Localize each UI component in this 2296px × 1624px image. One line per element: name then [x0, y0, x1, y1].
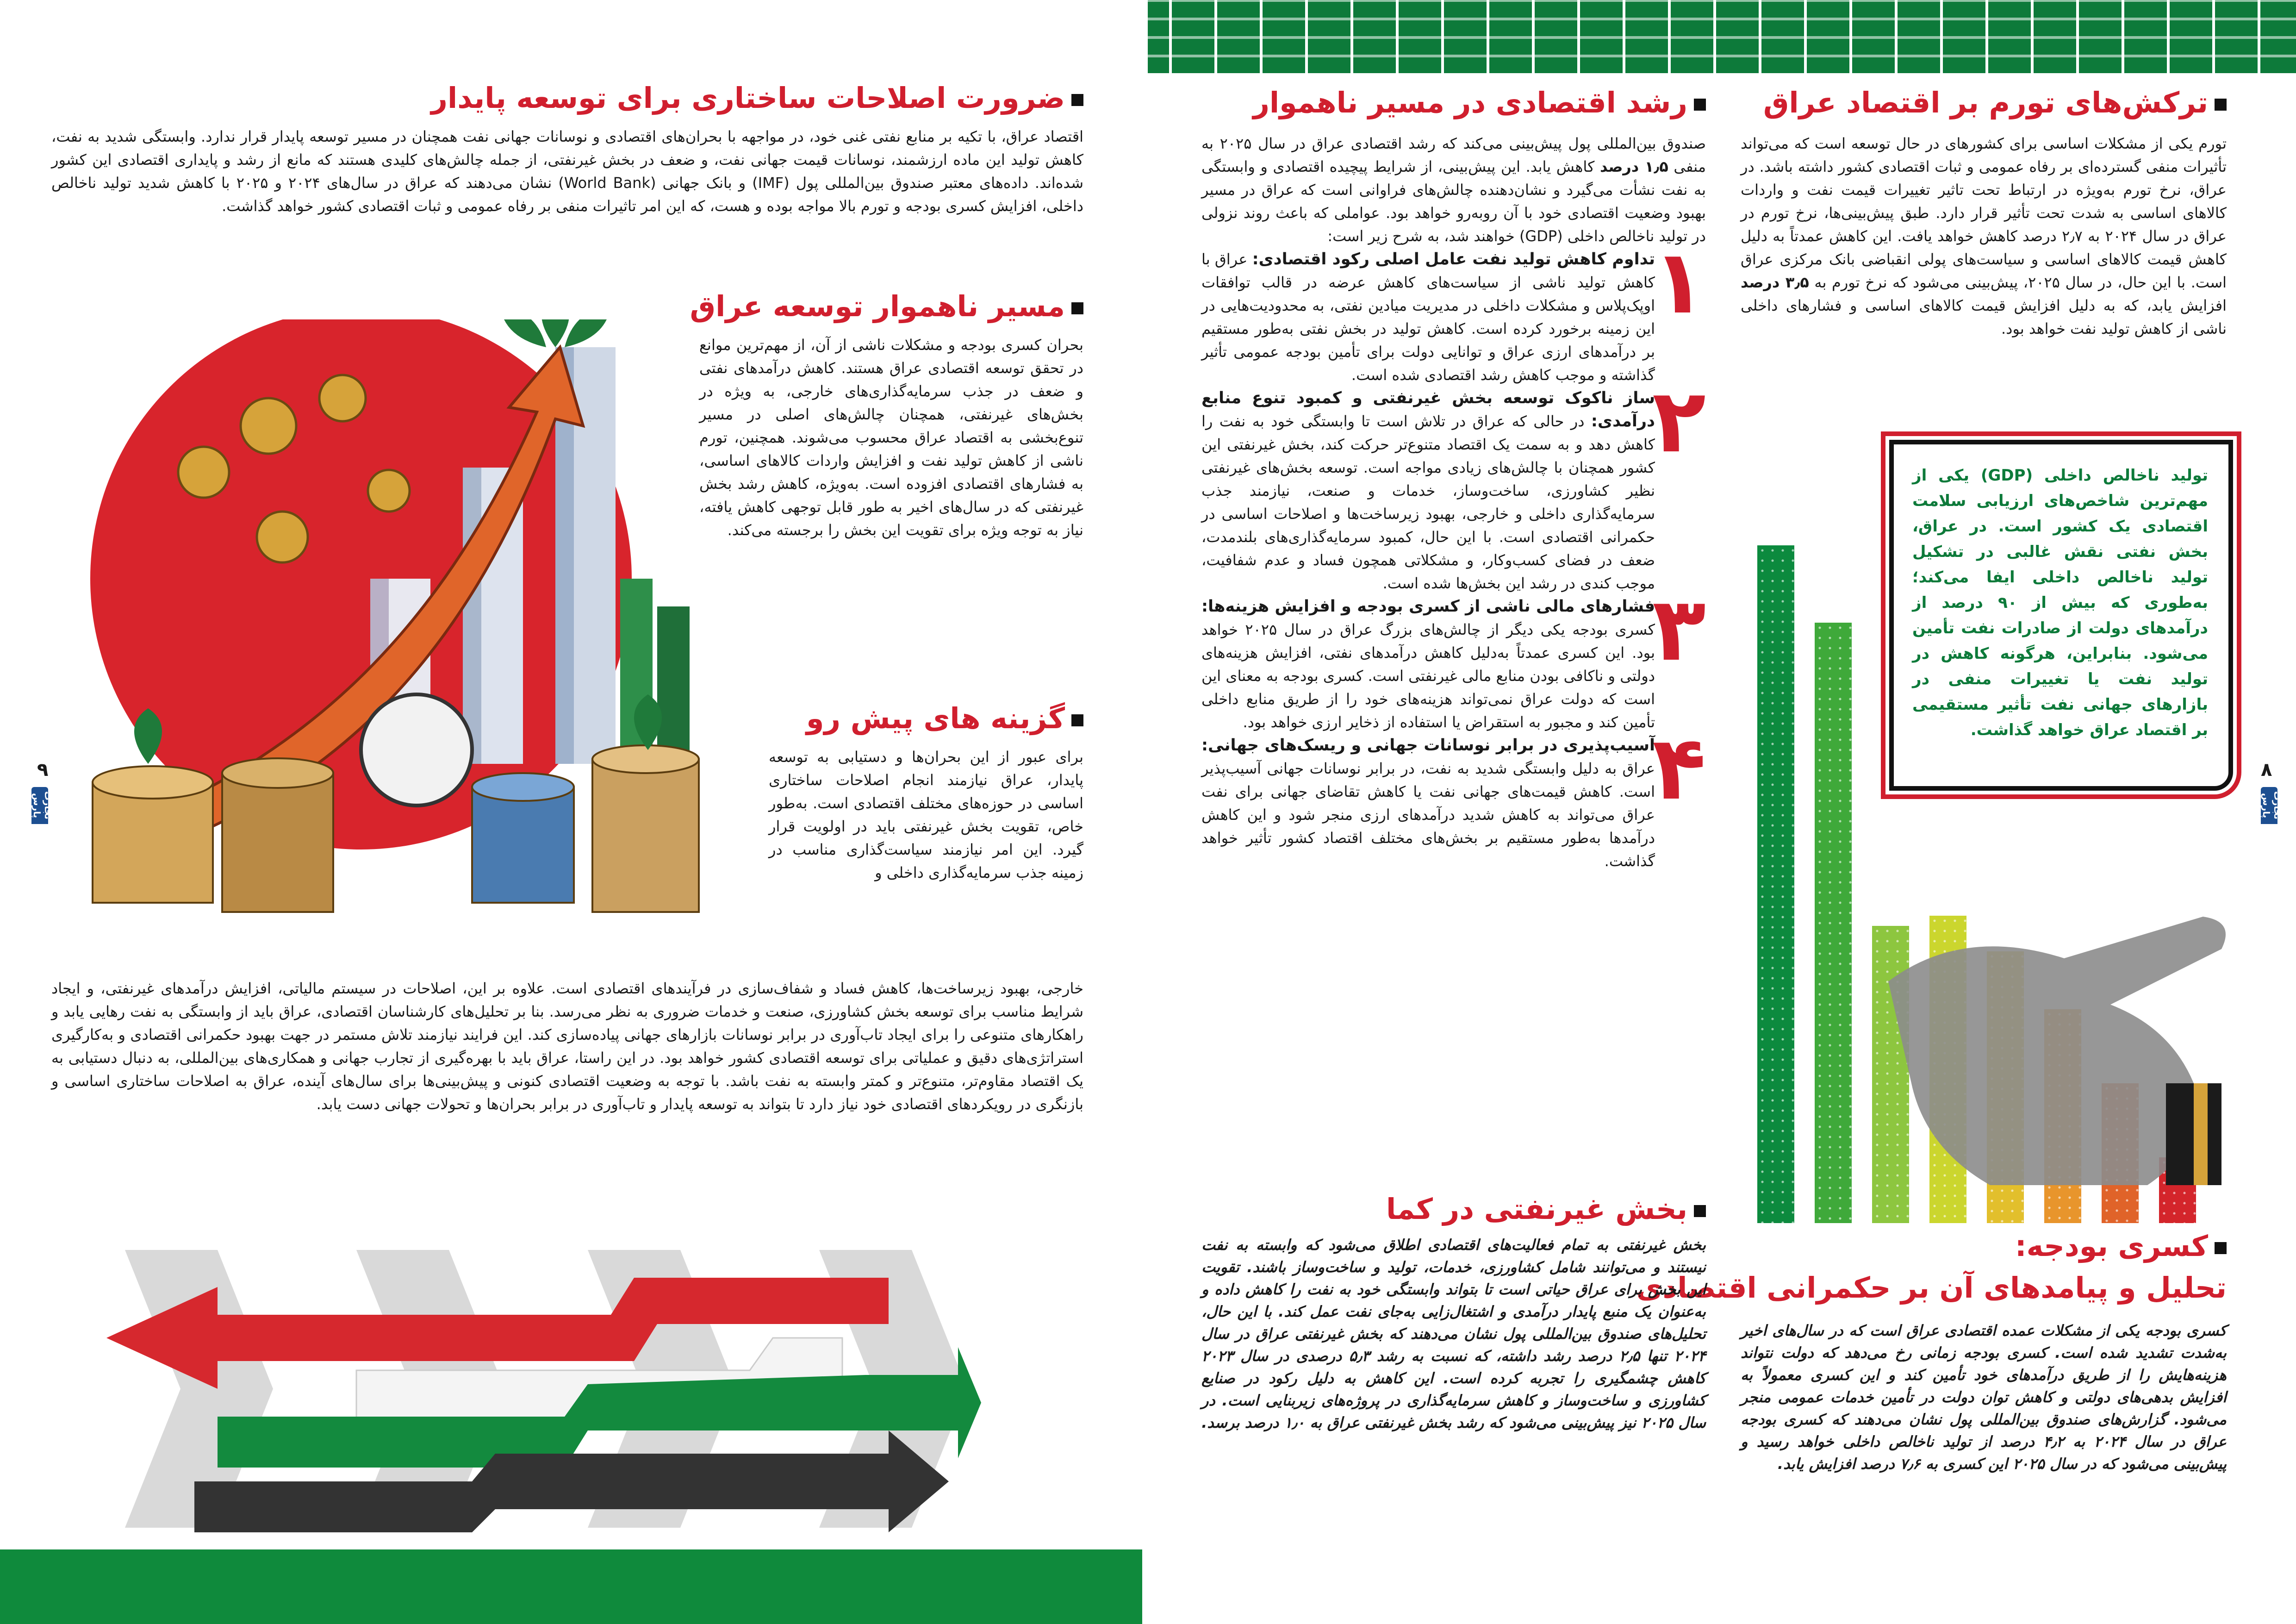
non-oil-title: بخش غیرنفتی در کما — [1386, 1192, 1687, 1226]
non-oil-heading: بخش غیرنفتی در کما — [1386, 1190, 1706, 1229]
right-page: ٨ تجارت پارس ترکش‌های تورم بر اقتصاد عرا… — [1148, 0, 2296, 1624]
growth-factor-item: ۱ تداوم کاهش تولید نفت عامل اصلی رکود اقت… — [1201, 238, 1706, 387]
green-arrow — [218, 1347, 981, 1468]
coin-stacks — [92, 744, 700, 913]
pointing-hand-illustration — [1888, 917, 2226, 1185]
intro-title: ضرورت اصلاحات ساختاری برای توسعه پایدار — [431, 81, 1065, 115]
bottom-green-band — [0, 1549, 1142, 1624]
economy-growth-illustration — [90, 319, 700, 913]
deficit-title-1: کسری بودجه: — [2015, 1229, 2208, 1263]
item-title: ساز ناکوک توسعه بخش غیرنفتی و کمبود تنوع… — [1201, 389, 1655, 431]
rough-path-heading: مسیر ناهموار توسعه عراق — [690, 287, 1083, 326]
item-body: عراق با کاهش تولید ناشی از سیاست‌های کاه… — [1201, 250, 1655, 384]
growth-highlight: ۱٫۵ درصد — [1599, 158, 1668, 175]
inflation-body: تورم یکی از مشکلات اساسی برای کشورهای در… — [1741, 132, 2227, 340]
rough-path-body: بحران کسری بودجه و مشکلات ناشی از آن، از… — [699, 336, 1083, 539]
bullet-square-icon — [1694, 98, 1706, 111]
bullet-square-icon — [1071, 302, 1083, 314]
item-number: ۱ — [1652, 231, 1706, 333]
inflation-heading: ترکش‌های تورم بر اقتصاد عراق — [1763, 83, 2227, 122]
inflation-text-1: تورم یکی از مشکلات اساسی برای کشورهای در… — [1741, 135, 2227, 291]
logo-text: تجارت پارس — [2261, 787, 2277, 824]
gdp-callout-box: تولید ناخالص داخلی (GDP) یکی از مهم‌ترین… — [1889, 440, 2233, 791]
options-body-full: خارجی، بهبود زیرساخت‌ها، کاهش فساد و شفا… — [51, 980, 1083, 1113]
item-body: در حالی که عراق در تلاش است تا وابستگی خ… — [1201, 412, 1655, 592]
non-oil-body: بخش غیرنفتی به تمام فعالیت‌های اقتصادی ا… — [1201, 1236, 1706, 1431]
item-title: فشارهای مالی ناشی از کسری بودجه و افزایش… — [1201, 597, 1655, 616]
bullet-square-icon — [2215, 98, 2227, 111]
inflation-highlight: ۳٫۵ درصد — [1741, 274, 1809, 291]
top-green-pattern-band — [1148, 0, 2296, 73]
item-number: ۴ — [1652, 717, 1706, 819]
growth-intro-2: کاهش یابد. این پیش‌بینی، از شرایط پیچیده… — [1201, 158, 1706, 245]
item-title: آسیب‌پذیری در برابر نوسانات جهانی و ریسک… — [1201, 736, 1655, 755]
deficit-body: کسری بودجه یکی از مشکلات عمده اقتصادی عر… — [1741, 1322, 2227, 1473]
item-body: کسری بودجه یکی دیگر از چالش‌های بزرگ عرا… — [1201, 621, 1655, 731]
growth-factor-item: ۳ فشارهای مالی ناشی از کسری بودجه و افزای… — [1201, 586, 1706, 734]
item-title: تداوم کاهش تولید نفت عامل اصلی رکود اقتص… — [1252, 250, 1655, 269]
bullet-square-icon — [1071, 714, 1083, 726]
magazine-logo: تجارت پارس — [2261, 787, 2277, 861]
growth-intro-1: صندوق بین‌المللی پول پیش‌بینی می‌کند که … — [1201, 135, 1706, 175]
growth-heading: رشد اقتصادی در مسیر ناهموار — [1253, 83, 1706, 122]
rough-path-title: مسیر ناهموار توسعه عراق — [690, 289, 1065, 323]
arrows-illustration — [106, 1250, 981, 1532]
coins — [177, 374, 411, 564]
options-heading: گزینه های پیش رو — [806, 699, 1083, 738]
growth-intro: صندوق بین‌المللی پول پیش‌بینی می‌کند که … — [1201, 132, 1706, 248]
bullet-square-icon — [1071, 94, 1083, 106]
bullet-square-icon — [2215, 1242, 2227, 1254]
growth-factor-item: ۴ آسیب‌پذیری در برابر نوسانات جهانی و ریس… — [1201, 725, 1706, 873]
inflation-title: ترکش‌های تورم بر اقتصاد عراق — [1763, 86, 2208, 119]
deficit-heading-1: کسری بودجه: — [2015, 1227, 2227, 1266]
magazine-logo: تجارت پارس — [31, 787, 48, 861]
plants — [134, 319, 662, 764]
page-number: ٩ — [37, 759, 49, 781]
page-number: ٨ — [2261, 759, 2272, 781]
intro-heading: ضرورت اصلاحات ساختاری برای توسعه پایدار — [431, 79, 1083, 118]
growth-section: صندوق بین‌المللی پول پیش‌بینی می‌کند که … — [1201, 132, 1706, 873]
decorative-bar — [1757, 545, 1794, 1223]
intro-body: اقتصاد عراق، با تکیه بر منابع نفتی غنی خ… — [51, 128, 1084, 215]
growth-title: رشد اقتصادی در مسیر ناهموار — [1253, 86, 1687, 119]
options-body-column: برای عبور از این بحران‌ها و دستیابی به ت… — [769, 748, 1083, 881]
item-number: ۲ — [1652, 370, 1706, 472]
decorative-bar — [1815, 623, 1852, 1223]
left-page: ضرورت اصلاحات ساختاری برای توسعه پایدار … — [0, 79, 1142, 1624]
red-arrow — [106, 1278, 889, 1389]
gdp-callout-text: تولید ناخالص داخلی (GDP) یکی از مهم‌ترین… — [1912, 466, 2208, 739]
deficit-heading-2: تحلیل و پیامدهای آن بر حکمرانی اقتصادی — [1636, 1271, 2227, 1305]
inflation-text-2: افزایش یابد، که به دلیل افزایش قیمت کالا… — [1741, 297, 2227, 337]
item-number: ۳ — [1652, 578, 1706, 681]
logo-text: تجارت پارس — [31, 787, 48, 824]
black-arrow — [194, 1430, 949, 1532]
options-title: گزینه های پیش رو — [806, 701, 1065, 735]
clock — [359, 693, 474, 807]
bullet-square-icon — [1694, 1205, 1706, 1217]
growth-factor-item: ۲ ساز ناکوک توسعه بخش غیرنفتی و کمبود تنو… — [1201, 377, 1706, 595]
item-body: عراق به دلیل وابستگی شدید به نفت، در برا… — [1201, 760, 1655, 870]
